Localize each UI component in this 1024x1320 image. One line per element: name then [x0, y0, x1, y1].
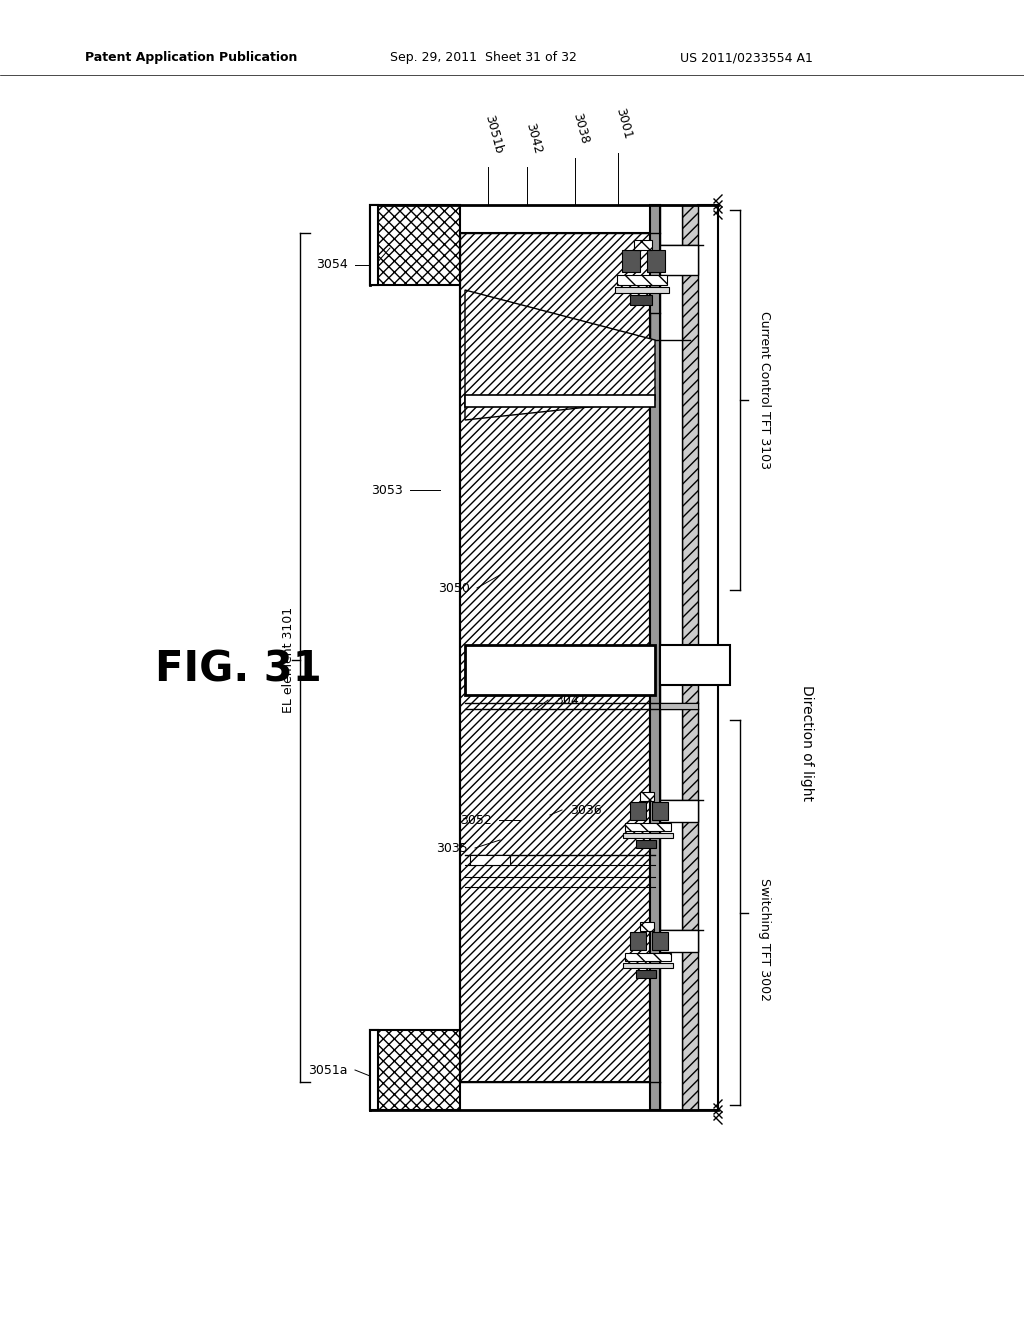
- Text: 3051a: 3051a: [308, 1064, 348, 1077]
- Bar: [460, 234, 650, 1082]
- Text: 3041: 3041: [555, 693, 587, 706]
- Text: 3053: 3053: [372, 483, 403, 496]
- Bar: [615, 286, 669, 293]
- Bar: [370, 1030, 460, 1110]
- Text: Sep. 29, 2011  Sheet 31 of 32: Sep. 29, 2011 Sheet 31 of 32: [390, 51, 577, 65]
- Text: 3001: 3001: [613, 106, 634, 140]
- Bar: [636, 970, 656, 978]
- Bar: [625, 822, 671, 832]
- Bar: [640, 792, 654, 801]
- Bar: [622, 249, 640, 272]
- Bar: [650, 205, 660, 1110]
- Bar: [660, 800, 698, 822]
- Text: 3052: 3052: [460, 813, 492, 826]
- Text: 3050: 3050: [438, 582, 470, 594]
- Bar: [465, 395, 655, 407]
- Polygon shape: [465, 290, 655, 420]
- Text: Direction of light: Direction of light: [800, 685, 814, 801]
- Bar: [660, 931, 698, 952]
- Text: Patent Application Publication: Patent Application Publication: [85, 51, 297, 65]
- Bar: [660, 704, 698, 709]
- Bar: [660, 246, 698, 275]
- Text: FIG. 31: FIG. 31: [155, 649, 322, 690]
- Text: Current Control TFT 3103: Current Control TFT 3103: [758, 312, 771, 469]
- Bar: [630, 294, 652, 305]
- Bar: [698, 205, 718, 1110]
- Bar: [623, 833, 673, 838]
- Text: EL element 3101: EL element 3101: [282, 607, 295, 713]
- Text: Switching TFT 3002: Switching TFT 3002: [758, 879, 771, 1002]
- Bar: [465, 645, 655, 696]
- Bar: [652, 803, 668, 820]
- Text: 3038: 3038: [570, 111, 591, 145]
- Bar: [640, 921, 654, 931]
- Bar: [370, 205, 460, 285]
- Text: 3054: 3054: [316, 259, 348, 272]
- Text: 3035: 3035: [436, 842, 468, 854]
- Bar: [652, 932, 668, 950]
- Bar: [636, 840, 656, 847]
- Text: 3051b: 3051b: [482, 114, 505, 154]
- Text: 3042: 3042: [523, 121, 544, 154]
- Bar: [630, 803, 646, 820]
- Text: 3036: 3036: [570, 804, 602, 817]
- Bar: [660, 205, 682, 1110]
- Bar: [647, 249, 665, 272]
- Bar: [370, 1030, 378, 1110]
- Bar: [682, 205, 698, 1110]
- Bar: [625, 953, 671, 961]
- Bar: [630, 932, 646, 950]
- Bar: [660, 645, 730, 685]
- Bar: [617, 275, 667, 285]
- Bar: [634, 240, 652, 249]
- Bar: [370, 205, 378, 285]
- Text: US 2011/0233554 A1: US 2011/0233554 A1: [680, 51, 813, 65]
- Bar: [470, 855, 510, 865]
- Bar: [623, 964, 673, 968]
